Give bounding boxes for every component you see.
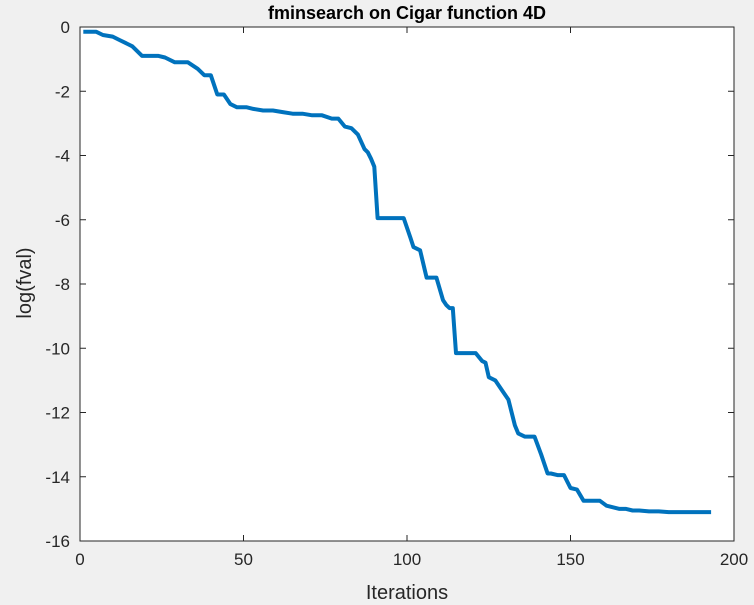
x-tick-label: 150	[556, 550, 584, 569]
x-tick-label: 50	[234, 550, 253, 569]
series-line-0	[83, 29, 712, 515]
y-tick-label: -10	[45, 339, 70, 358]
y-tick-label: 0	[61, 18, 70, 37]
y-axis-label: log(fval)	[14, 247, 36, 318]
y-tick-label: -2	[55, 82, 70, 101]
y-tick-label: -14	[45, 468, 70, 487]
y-tick-label: -6	[55, 211, 70, 230]
y-tick-label: -12	[45, 404, 70, 423]
y-tick-label: -16	[45, 532, 70, 551]
x-tick-label: 0	[75, 550, 84, 569]
x-tick-label: 100	[393, 550, 421, 569]
axes-background	[80, 27, 734, 541]
axis-ticks: 0 50 100 150 200 0 -2 -4 -6 -8 -10 -12 -14 -16	[45, 18, 748, 569]
y-tick-label: -8	[55, 275, 70, 294]
y-tick-label: -4	[55, 147, 70, 166]
plot-area	[83, 29, 712, 515]
x-tick-label: 200	[720, 550, 748, 569]
chart-title: fminsearch on Cigar function 4D	[268, 3, 546, 23]
x-axis-label: Iterations	[366, 582, 448, 604]
